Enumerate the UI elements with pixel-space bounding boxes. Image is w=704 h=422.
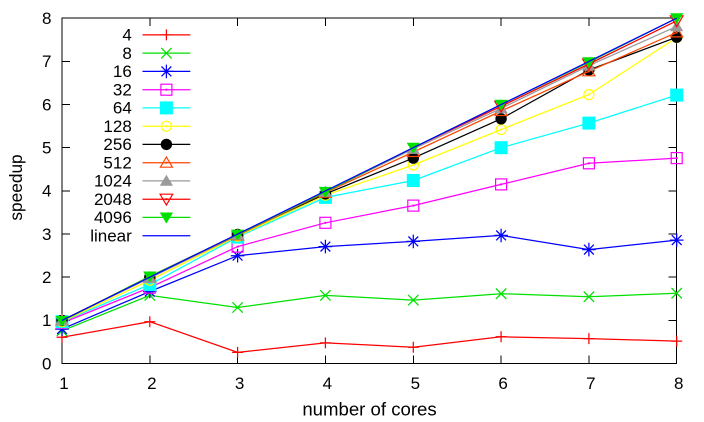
svg-text:speedup: speedup: [6, 154, 26, 220]
svg-text:32: 32: [113, 80, 132, 99]
svg-text:1024: 1024: [94, 172, 132, 191]
svg-text:2048: 2048: [94, 190, 132, 209]
svg-text:3: 3: [42, 225, 51, 244]
svg-text:0: 0: [42, 354, 51, 373]
svg-text:linear: linear: [90, 226, 132, 245]
svg-text:4: 4: [122, 26, 131, 45]
svg-text:512: 512: [103, 153, 131, 172]
svg-text:number of cores: number of cores: [302, 399, 436, 420]
svg-text:7: 7: [586, 374, 595, 393]
svg-text:1: 1: [59, 374, 68, 393]
svg-text:5: 5: [42, 138, 51, 157]
svg-text:256: 256: [103, 135, 131, 154]
svg-text:2: 2: [147, 374, 156, 393]
svg-text:64: 64: [113, 99, 132, 118]
svg-text:128: 128: [103, 117, 131, 136]
svg-text:5: 5: [411, 374, 420, 393]
svg-text:6: 6: [42, 95, 51, 114]
svg-text:6: 6: [498, 374, 507, 393]
svg-text:1: 1: [42, 311, 51, 330]
svg-text:4096: 4096: [94, 208, 132, 227]
svg-text:4: 4: [42, 182, 51, 201]
svg-text:8: 8: [674, 374, 683, 393]
svg-text:2: 2: [42, 268, 51, 287]
svg-text:3: 3: [235, 374, 244, 393]
svg-text:4: 4: [323, 374, 332, 393]
svg-text:7: 7: [42, 52, 51, 71]
svg-text:8: 8: [42, 9, 51, 28]
svg-text:8: 8: [122, 44, 131, 63]
svg-text:16: 16: [113, 62, 132, 81]
